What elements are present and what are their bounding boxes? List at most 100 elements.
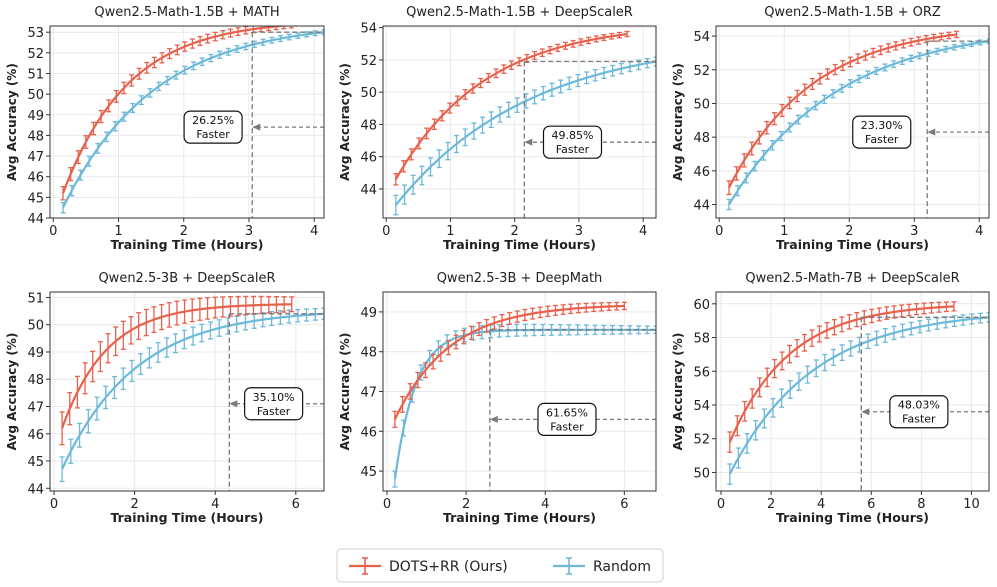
x-axis-label: Training Time (Hours): [110, 510, 263, 525]
x-tick-label: 2: [511, 224, 519, 239]
y-tick-label: 48: [27, 129, 44, 144]
random-series: [60, 29, 324, 214]
x-tick-label: 0: [717, 497, 725, 512]
y-tick-label: 56: [693, 365, 710, 380]
x-tick-label: 6: [292, 497, 300, 512]
y-tick-label: 46: [693, 165, 710, 180]
y-tick-label: 52: [360, 54, 377, 69]
y-axis-label: Avg Accuracy (%): [338, 63, 352, 181]
y-axis-label: Avg Accuracy (%): [338, 333, 352, 451]
dots-series: [393, 30, 630, 186]
panel-title: Qwen2.5-Math-1.5B + DeepScaleR: [406, 5, 633, 20]
x-axis-label: Training Time (Hours): [443, 510, 596, 525]
y-tick-label: 45: [360, 465, 377, 480]
plot-frame: [715, 291, 990, 492]
y-tick-label: 50: [693, 466, 710, 481]
y-axis-label: Avg Accuracy (%): [5, 63, 19, 181]
speedup-arrow-head: [861, 408, 870, 416]
y-tick-label: 46: [360, 425, 377, 440]
y-tick-label: 44: [360, 183, 377, 198]
y-tick-label: 45: [27, 455, 44, 470]
x-axis-label: Training Time (Hours): [443, 237, 596, 252]
panel-title: Qwen2.5-3B + DeepScaleR: [98, 271, 275, 286]
dots-series: [726, 30, 959, 196]
dots-series: [59, 295, 295, 446]
random-series: [727, 312, 989, 485]
y-tick-label: 47: [360, 386, 377, 401]
x-tick-label: 3: [910, 224, 918, 239]
y-tick-label: 54: [693, 30, 710, 45]
y-tick-label: 52: [27, 47, 44, 62]
y-tick-label: 54: [693, 399, 710, 414]
annotation-percent: 49.85%: [552, 129, 594, 142]
x-tick-label: 4: [310, 224, 318, 239]
legend-random-label: Random: [593, 559, 651, 575]
y-tick-label: 51: [27, 67, 44, 82]
speedup-arrow-head: [927, 128, 936, 136]
x-tick-label: 2: [130, 497, 138, 512]
annotation-label: Faster: [257, 405, 291, 418]
x-tick-label: 1: [780, 224, 788, 239]
y-tick-label: 47: [27, 400, 44, 415]
x-tick-label: 4: [817, 497, 825, 512]
x-tick-label: 1: [114, 224, 122, 239]
y-tick-label: 47: [27, 150, 44, 165]
x-tick-label: 2: [767, 497, 775, 512]
annotation-percent: 23.30%: [861, 119, 903, 132]
annotation-label: Faster: [556, 143, 590, 156]
annotation-label: Faster: [196, 128, 230, 141]
annotation-label: Faster: [865, 133, 899, 146]
y-tick-label: 50: [693, 97, 710, 112]
x-tick-label: 0: [383, 497, 391, 512]
annotation-label: Faster: [550, 420, 584, 433]
x-tick-label: 6: [867, 497, 875, 512]
plot-frame: [715, 25, 990, 219]
random-series: [59, 307, 324, 483]
annotation-box: [183, 110, 243, 144]
y-tick-label: 44: [27, 212, 44, 227]
y-tick-label: 50: [27, 88, 44, 103]
x-tick-label: 8: [917, 497, 925, 512]
plot-frame: [382, 291, 657, 492]
y-tick-label: 58: [693, 332, 710, 347]
legend-frame: [336, 548, 664, 583]
x-tick-label: 6: [620, 497, 628, 512]
random-series: [392, 323, 656, 488]
speedup-arrow-head: [252, 123, 261, 131]
x-tick-label: 0: [715, 224, 723, 239]
y-axis-label: Avg Accuracy (%): [671, 63, 685, 181]
random-series: [393, 56, 656, 216]
y-tick-label: 49: [27, 109, 44, 124]
y-axis-label: Avg Accuracy (%): [5, 333, 19, 451]
x-tick-label: 3: [575, 224, 583, 239]
x-tick-label: 4: [541, 497, 549, 512]
legend-item-dots: DOTS+RR (Ours): [349, 557, 508, 575]
x-tick-label: 3: [245, 224, 253, 239]
y-tick-label: 48: [360, 118, 377, 133]
legend: DOTS+RR (Ours) Random: [336, 548, 664, 583]
speedup-arrow-head: [229, 400, 238, 408]
dots-line: [728, 33, 957, 189]
annotation-percent: 26.25%: [192, 114, 234, 127]
annotation-box: [537, 402, 597, 436]
annotation-percent: 35.10%: [253, 391, 295, 404]
dots-series: [727, 301, 957, 453]
annotation-label: Faster: [902, 413, 936, 426]
panel-title: Qwen2.5-3B + DeepMath: [437, 271, 603, 286]
x-tick-label: 4: [211, 497, 219, 512]
x-tick-label: 0: [382, 224, 390, 239]
dots-series: [60, 26, 294, 201]
x-tick-label: 2: [462, 497, 470, 512]
annotation-box: [889, 395, 949, 429]
panel-title: Qwen2.5-Math-1.5B + MATH: [94, 5, 279, 20]
random-line: [394, 60, 656, 206]
x-tick-label: 4: [639, 224, 647, 239]
y-tick-label: 60: [693, 298, 710, 313]
y-tick-label: 50: [360, 86, 377, 101]
legend-item-random: Random: [553, 557, 651, 575]
annotation-percent: 48.03%: [898, 399, 940, 412]
